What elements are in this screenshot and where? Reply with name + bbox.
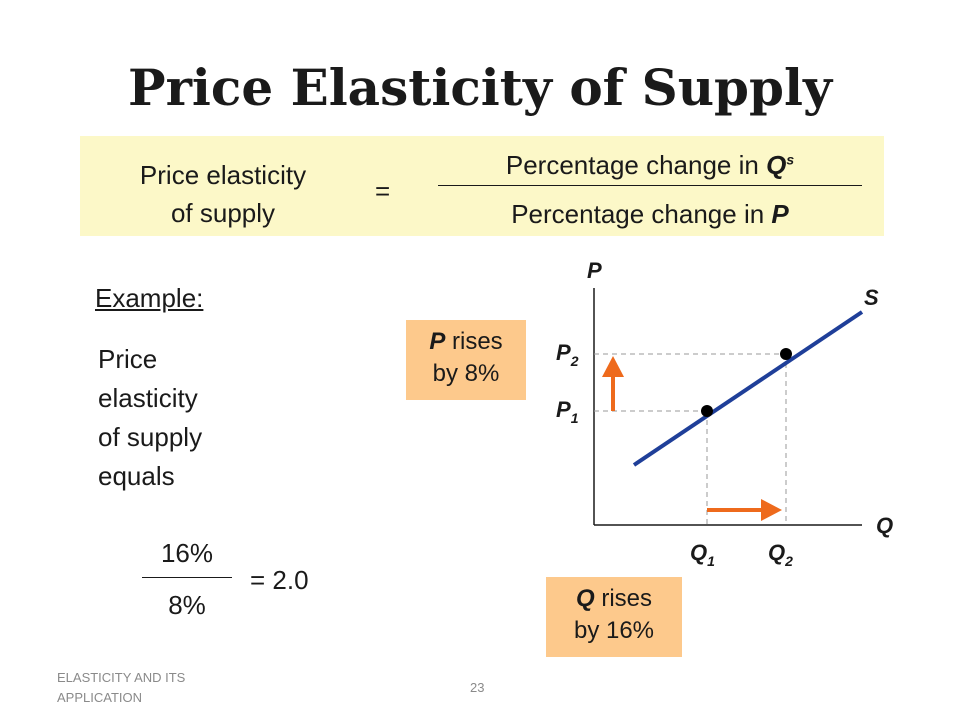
callout-p-var: P [429, 328, 446, 355]
supply-curve-label: S [864, 285, 879, 310]
p1-base: P [556, 397, 571, 422]
callout-p-text2: by 8% [432, 360, 500, 387]
formula-numerator-var: Q [766, 150, 787, 180]
example-text: Price elasticity of supply equals [98, 340, 298, 496]
formula-numerator-text: Percentage change in [505, 150, 767, 180]
price-arrow-head [602, 356, 624, 377]
example-line: of supply [98, 422, 203, 452]
example-line: equals [98, 461, 175, 491]
quantity-arrow-head [761, 499, 782, 521]
callout-q-var: Q [575, 585, 595, 612]
q1-label: Q1 [690, 540, 715, 569]
calc-result: = 2.0 [250, 565, 309, 595]
formula-fraction-line [438, 185, 862, 186]
formula-left-label: Price elasticity of supply [108, 156, 338, 232]
supply-curve [632, 310, 864, 467]
example-line: elasticity [98, 383, 198, 413]
p2-sub: 2 [570, 353, 579, 369]
y-axis-label: P [587, 258, 602, 283]
callout-q-text2: by 16% [573, 617, 655, 644]
p2-label: P2 [556, 340, 579, 369]
formula-numerator-sup: s [786, 151, 795, 168]
point-1 [701, 405, 713, 417]
formula-denominator-var: P [771, 199, 789, 229]
q2-sub: 2 [784, 553, 793, 569]
q1-base: Q [690, 540, 707, 565]
example-line: Price [98, 344, 158, 374]
quantity-rise-callout: Q rises by 16% [546, 577, 682, 657]
formula-numerator: Percentage change in Qs [440, 150, 860, 181]
calc-numerator: 16% [160, 538, 214, 568]
price-rise-callout: P rises by 8% [406, 320, 526, 400]
q1-sub: 1 [707, 553, 715, 569]
formula-box: Price elasticity of supply = Percentage … [80, 136, 884, 236]
callout-q-text1: rises [594, 585, 652, 612]
calc-denominator: 8% [168, 590, 206, 620]
slide-title: Price Elasticity of Supply [127, 58, 833, 117]
p1-label: P1 [556, 397, 579, 426]
footer-page-number: 23 [470, 680, 485, 695]
formula-denominator: Percentage change in P [440, 199, 860, 230]
formula-equals: = [375, 176, 391, 206]
footer-chapter: ELASTICITY AND ITS APPLICATION [57, 670, 186, 705]
q2-label: Q2 [768, 540, 793, 569]
formula-denominator-text: Percentage change in [511, 199, 772, 229]
x-axis-label: Q [876, 513, 893, 538]
calc-fraction-line [142, 577, 232, 578]
example-label: Example: [95, 283, 204, 313]
formula-left-line1: Price elasticity [139, 160, 307, 190]
p2-base: P [556, 340, 571, 365]
formula-left-line2: of supply [170, 198, 276, 228]
callout-p-text1: rises [445, 328, 503, 355]
p1-sub: 1 [571, 410, 579, 426]
point-2 [780, 348, 792, 360]
q2-base: Q [768, 540, 785, 565]
